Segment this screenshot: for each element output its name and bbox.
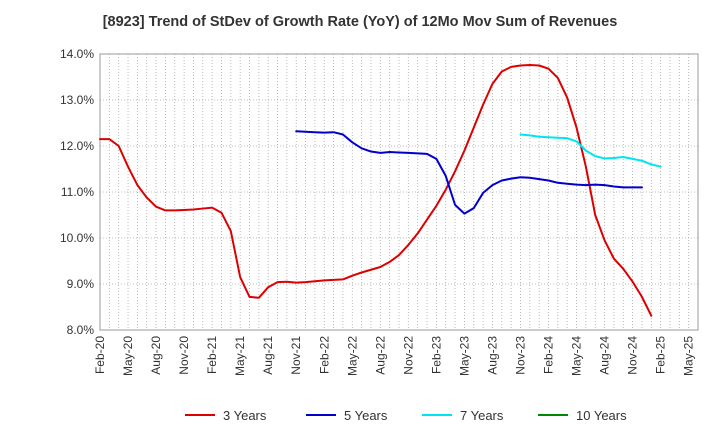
y-tick-label: 14.0% [60,47,94,61]
y-tick-label: 10.0% [60,231,94,245]
x-tick-label: Nov-24 [626,336,640,375]
y-tick-label: 8.0% [67,323,95,337]
x-tick-label: May-21 [233,336,247,376]
x-tick-label: Feb-21 [205,336,219,374]
legend-layer: 3 Years 5 Years 7 Years 10 Years [185,408,627,423]
x-tick-label: Aug-23 [485,336,499,375]
x-tick-label: May-25 [682,336,696,376]
x-tick-label: Feb-20 [93,336,107,374]
chart-title: [8923] Trend of StDev of Growth Rate (Yo… [102,14,618,30]
series-line-7-years [519,133,662,168]
x-tick-label: Nov-23 [513,336,527,375]
y-tick-label: 9.0% [67,277,95,291]
legend-label: 7 Years [460,408,504,423]
x-tick-label: Aug-22 [373,336,387,375]
y-tick-label: 12.0% [60,139,94,153]
x-tick-label: Feb-24 [542,336,556,374]
y-tick-label: 11.0% [61,185,94,199]
x-tick-label: May-20 [121,336,135,376]
plot-frame [99,53,699,331]
x-tick-label: Feb-23 [429,336,443,374]
x-tick-label: Feb-22 [317,336,331,374]
grid-layer [99,53,699,331]
series-line-5-years [295,130,643,215]
legend-label: 10 Years [576,408,627,423]
x-tick-label: Aug-21 [261,336,275,375]
x-tick-label: Aug-24 [598,336,612,375]
axis-layer: 8.0% 9.0% 10.0% 11.0% 12.0% 13.0% 14.0% Feb-20 M… [60,47,699,376]
x-tick-label: Aug-20 [149,336,163,375]
x-tick-label: Nov-20 [177,336,191,375]
y-tick-label: 13.0% [60,93,94,107]
x-tick-label: Feb-25 [654,336,668,374]
series-layer [99,64,662,317]
x-tick-label: Nov-21 [289,336,303,375]
x-tick-label: May-23 [457,336,471,376]
legend-label: 3 Years [223,408,267,423]
series-line-3-years [99,64,653,317]
x-tick-label: May-24 [570,336,584,376]
x-tick-label: Nov-22 [401,336,415,375]
x-tick-label: May-22 [345,336,359,376]
legend-label: 5 Years [344,408,388,423]
